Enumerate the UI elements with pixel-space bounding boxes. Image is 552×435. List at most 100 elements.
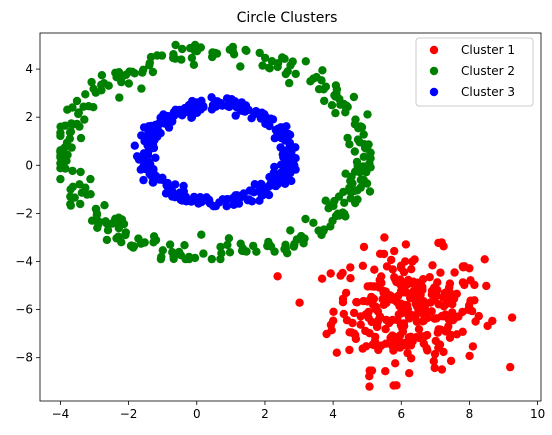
legend-label: Cluster 2: [461, 64, 515, 78]
data-point-cluster-2: [171, 54, 180, 63]
data-point-cluster-1: [295, 298, 304, 307]
y-tick-label: −8: [15, 351, 33, 365]
legend-label: Cluster 1: [461, 43, 515, 57]
data-point-cluster-1: [464, 301, 474, 310]
data-point-cluster-2: [224, 234, 234, 243]
data-point-cluster-1: [446, 356, 456, 366]
data-point-cluster-2: [97, 80, 106, 90]
data-point-cluster-2: [56, 122, 65, 131]
legend-marker: [429, 45, 439, 55]
x-tick-label: 2: [261, 407, 269, 421]
data-point-cluster-3: [244, 195, 254, 204]
data-point-cluster-2: [184, 254, 194, 264]
data-point-cluster-2: [121, 230, 130, 240]
data-point-cluster-3: [256, 179, 266, 189]
y-tick-label: 4: [25, 62, 33, 76]
data-point-cluster-1: [407, 354, 416, 363]
data-point-cluster-2: [190, 46, 199, 55]
data-point-cluster-1: [433, 278, 442, 287]
data-point-cluster-1: [420, 302, 429, 311]
data-point-cluster-3: [160, 119, 169, 128]
data-point-cluster-3: [272, 179, 281, 188]
data-point-cluster-1: [488, 316, 497, 326]
data-point-cluster-1: [346, 263, 355, 272]
data-point-cluster-2: [80, 115, 89, 124]
data-point-cluster-2: [258, 61, 267, 70]
x-axis: −4 −2 0 2 4 6 8 10: [52, 401, 545, 421]
data-point-cluster-2: [174, 247, 184, 257]
data-point-cluster-3: [222, 94, 232, 103]
data-point-cluster-2: [107, 219, 117, 228]
data-point-cluster-3: [290, 161, 299, 170]
data-point-cluster-1: [507, 313, 517, 322]
data-point-cluster-1: [381, 324, 390, 334]
data-point-cluster-1: [329, 316, 338, 325]
data-point-cluster-1: [371, 332, 380, 342]
data-point-cluster-1: [381, 367, 390, 376]
data-point-cluster-2: [228, 47, 238, 56]
data-point-cluster-2: [178, 44, 187, 54]
data-point-cluster-2: [319, 226, 328, 236]
data-point-cluster-3: [270, 162, 279, 172]
data-point-cluster-2: [76, 199, 85, 209]
data-point-cluster-2: [281, 69, 290, 79]
data-point-cluster-3: [130, 141, 139, 150]
data-point-cluster-2: [352, 157, 362, 167]
data-point-cluster-2: [365, 187, 375, 196]
data-point-cluster-1: [364, 307, 373, 317]
data-point-cluster-2: [285, 78, 294, 88]
data-point-cluster-3: [245, 186, 255, 195]
data-point-cluster-3: [284, 129, 293, 139]
data-point-cluster-2: [140, 238, 149, 247]
legend-label: Cluster 3: [461, 85, 515, 99]
data-point-cluster-2: [87, 216, 97, 225]
data-point-cluster-2: [341, 103, 351, 113]
data-point-cluster-1: [352, 298, 362, 307]
data-point-cluster-1: [379, 300, 389, 309]
data-point-cluster-3: [265, 172, 274, 182]
plot-frame: [39, 32, 542, 402]
data-point-cluster-3: [266, 179, 275, 189]
data-point-cluster-3: [147, 121, 156, 131]
data-point-cluster-2: [66, 127, 76, 136]
data-point-cluster-2: [102, 235, 112, 245]
data-point-cluster-3: [189, 192, 199, 202]
data-point-cluster-2: [207, 254, 216, 264]
data-point-cluster-1: [387, 255, 396, 265]
data-point-cluster-1: [409, 277, 418, 286]
data-point-cluster-3: [276, 160, 286, 169]
data-point-cluster-1: [422, 330, 432, 340]
data-point-cluster-1: [394, 291, 403, 300]
data-point-cluster-1: [468, 342, 478, 351]
data-point-cluster-1: [407, 265, 416, 274]
data-point-cluster-1: [480, 255, 489, 264]
data-point-cluster-2: [93, 223, 102, 232]
x-tick-label: 4: [329, 407, 337, 421]
data-point-cluster-1: [388, 315, 397, 325]
data-point-cluster-2: [81, 90, 90, 99]
data-point-cluster-1: [435, 340, 445, 349]
legend: Cluster 1 Cluster 2 Cluster 3: [415, 37, 534, 107]
data-point-cluster-2: [327, 101, 337, 110]
y-tick-label: −6: [15, 303, 33, 317]
data-point-cluster-3: [255, 196, 264, 205]
data-point-cluster-3: [228, 193, 238, 203]
data-point-cluster-1: [446, 330, 456, 340]
data-point-cluster-1: [400, 300, 409, 310]
data-point-cluster-3: [151, 153, 160, 162]
data-point-cluster-1: [398, 338, 407, 348]
data-point-cluster-2: [169, 254, 178, 264]
data-point-cluster-2: [56, 131, 65, 141]
data-point-cluster-2: [180, 241, 189, 250]
data-point-cluster-1: [338, 268, 347, 278]
data-point-cluster-3: [143, 148, 153, 157]
data-point-cluster-1: [404, 333, 414, 342]
data-point-cluster-3: [137, 131, 146, 140]
data-point-cluster-3: [147, 172, 157, 181]
data-point-cluster-2: [189, 60, 199, 69]
data-point-cluster-2: [128, 67, 137, 77]
data-point-cluster-2: [68, 166, 77, 176]
data-point-cluster-2: [165, 240, 175, 249]
data-point-cluster-1: [439, 242, 448, 251]
